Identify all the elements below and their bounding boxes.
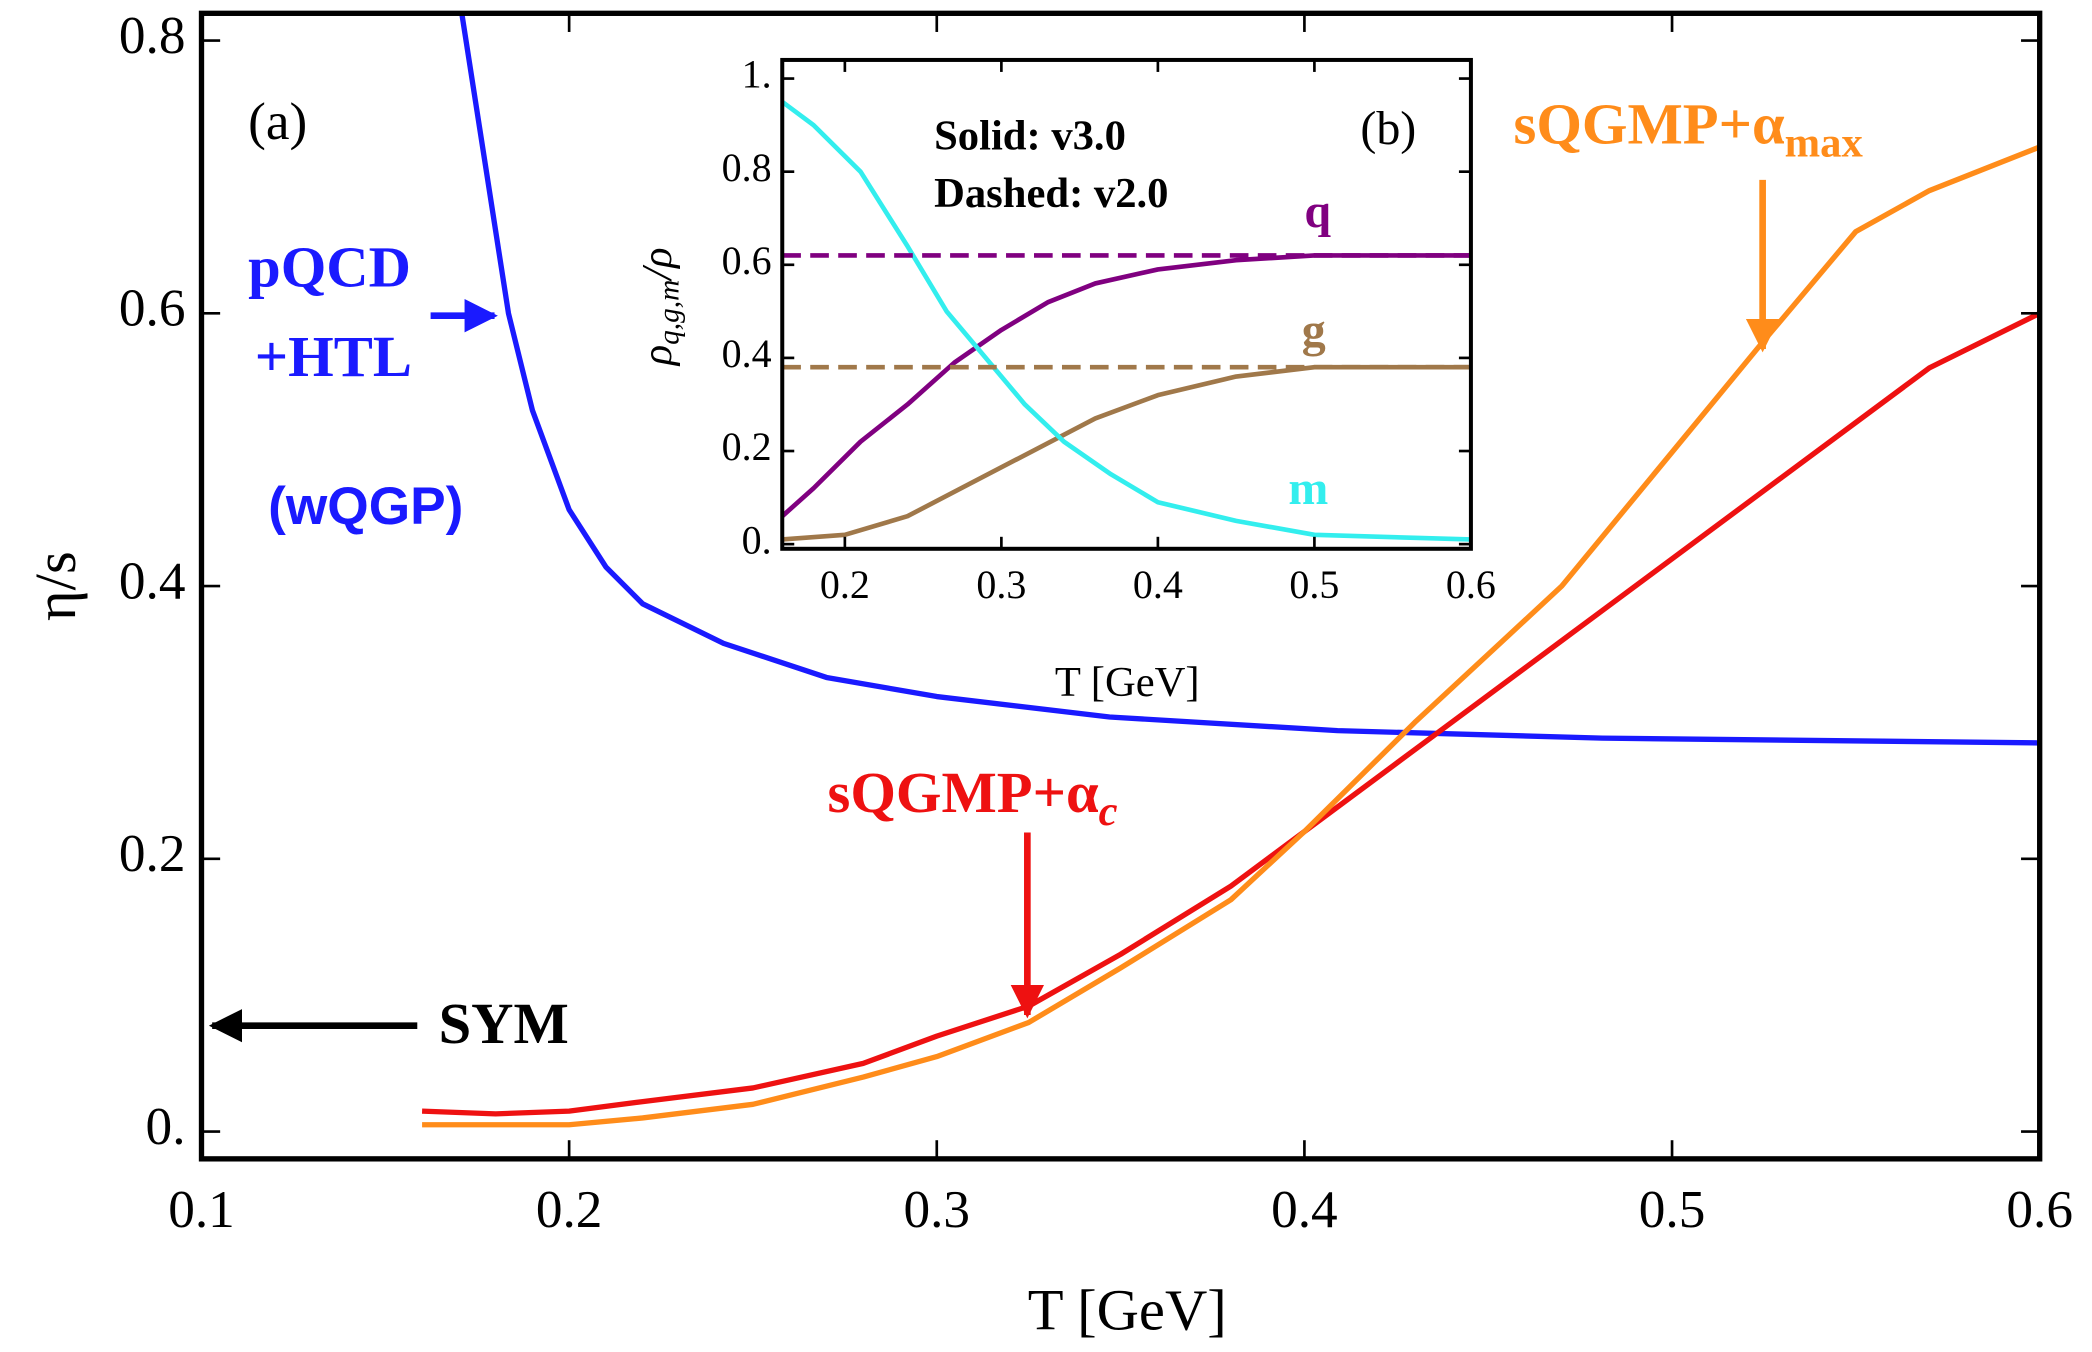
inset-plot: 0.2 0.3 0.4 0.5 0.6 0. 0.2 0.4 0.6 0.8 1.	[722, 52, 1496, 607]
annotation-subscript: max	[1785, 119, 1864, 166]
series-label: m	[1288, 462, 1328, 515]
plot-frame	[780, 57, 1473, 551]
x-tick-label: 0.4	[1271, 1180, 1338, 1239]
annotation: sQGMP+αmax	[1514, 92, 1864, 166]
main-plot: 0.1 0.2 0.3 0.4 0.5 0.6 0. 0.2 0.4 0.6 0.8	[119, 6, 2073, 1239]
x-tick-label: 0.6	[2006, 1180, 2073, 1239]
data-line	[782, 99, 1471, 542]
annotation: Dashed: v2.0	[934, 170, 1168, 217]
annotation-text: sQGMP+α	[828, 761, 1099, 826]
x-tick-label: 0.6	[1446, 562, 1496, 607]
y-tick-label: 0.2	[119, 824, 186, 883]
y-tick-label: 0.	[742, 517, 772, 562]
y-tick-label: 0.2	[722, 424, 772, 469]
y-tick-label: 0.8	[722, 145, 772, 190]
y-tick-label: 0.8	[119, 6, 186, 65]
annotation: Solid: v3.0	[934, 113, 1126, 160]
y-tick-label: 0.	[146, 1097, 186, 1156]
series-label: g	[1302, 305, 1326, 358]
y-tick-label: 1.	[742, 52, 772, 97]
y-axis-label-text: ρ	[634, 345, 681, 367]
x-tick-label: 0.3	[903, 1180, 970, 1239]
data-line	[422, 144, 2040, 1128]
data-line	[782, 364, 1471, 542]
inset-background	[782, 59, 1471, 549]
x-tick-label: 0.2	[536, 1180, 603, 1239]
x-tick-label: 0.3	[976, 562, 1026, 607]
x-tick-label: 0.5	[1639, 1180, 1706, 1239]
panel-label: (b)	[1360, 102, 1416, 155]
x-tick-label: 0.5	[1289, 562, 1339, 607]
x-axis-label: T [GeV]	[1055, 659, 1200, 706]
y-tick-label: 0.4	[119, 551, 186, 610]
y-tick-label: 0.6	[722, 238, 772, 283]
y-axis-label-subscript: q,g,m	[653, 280, 685, 345]
annotation: sQGMP+αc	[828, 761, 1118, 835]
series-label: q	[1304, 185, 1331, 238]
y-axis-label-text: /ρ	[634, 247, 681, 281]
annotation: SYM	[439, 991, 569, 1056]
x-tick-label: 0.4	[1133, 562, 1183, 607]
annotation: (wQGP)	[268, 477, 463, 536]
x-axis-label: T [GeV]	[1028, 1277, 1227, 1342]
annotation-text: sQGMP+α	[1514, 92, 1785, 157]
data-line	[782, 253, 1471, 518]
x-tick-label: 0.2	[820, 562, 870, 607]
y-axis-label: ρq,g,m/ρ	[634, 247, 686, 367]
data-line	[459, 13, 2040, 746]
y-axis-label: η/s	[23, 551, 88, 621]
y-tick-label: 0.4	[722, 331, 772, 376]
y-tick-label: 0.6	[119, 279, 186, 338]
x-tick-label: 0.1	[168, 1180, 235, 1239]
annotation-subscript: c	[1099, 788, 1118, 835]
panel-label: (a)	[248, 92, 307, 151]
annotation: pQCD	[248, 235, 411, 300]
annotation: +HTL	[255, 324, 412, 389]
data-line	[421, 310, 2040, 1117]
